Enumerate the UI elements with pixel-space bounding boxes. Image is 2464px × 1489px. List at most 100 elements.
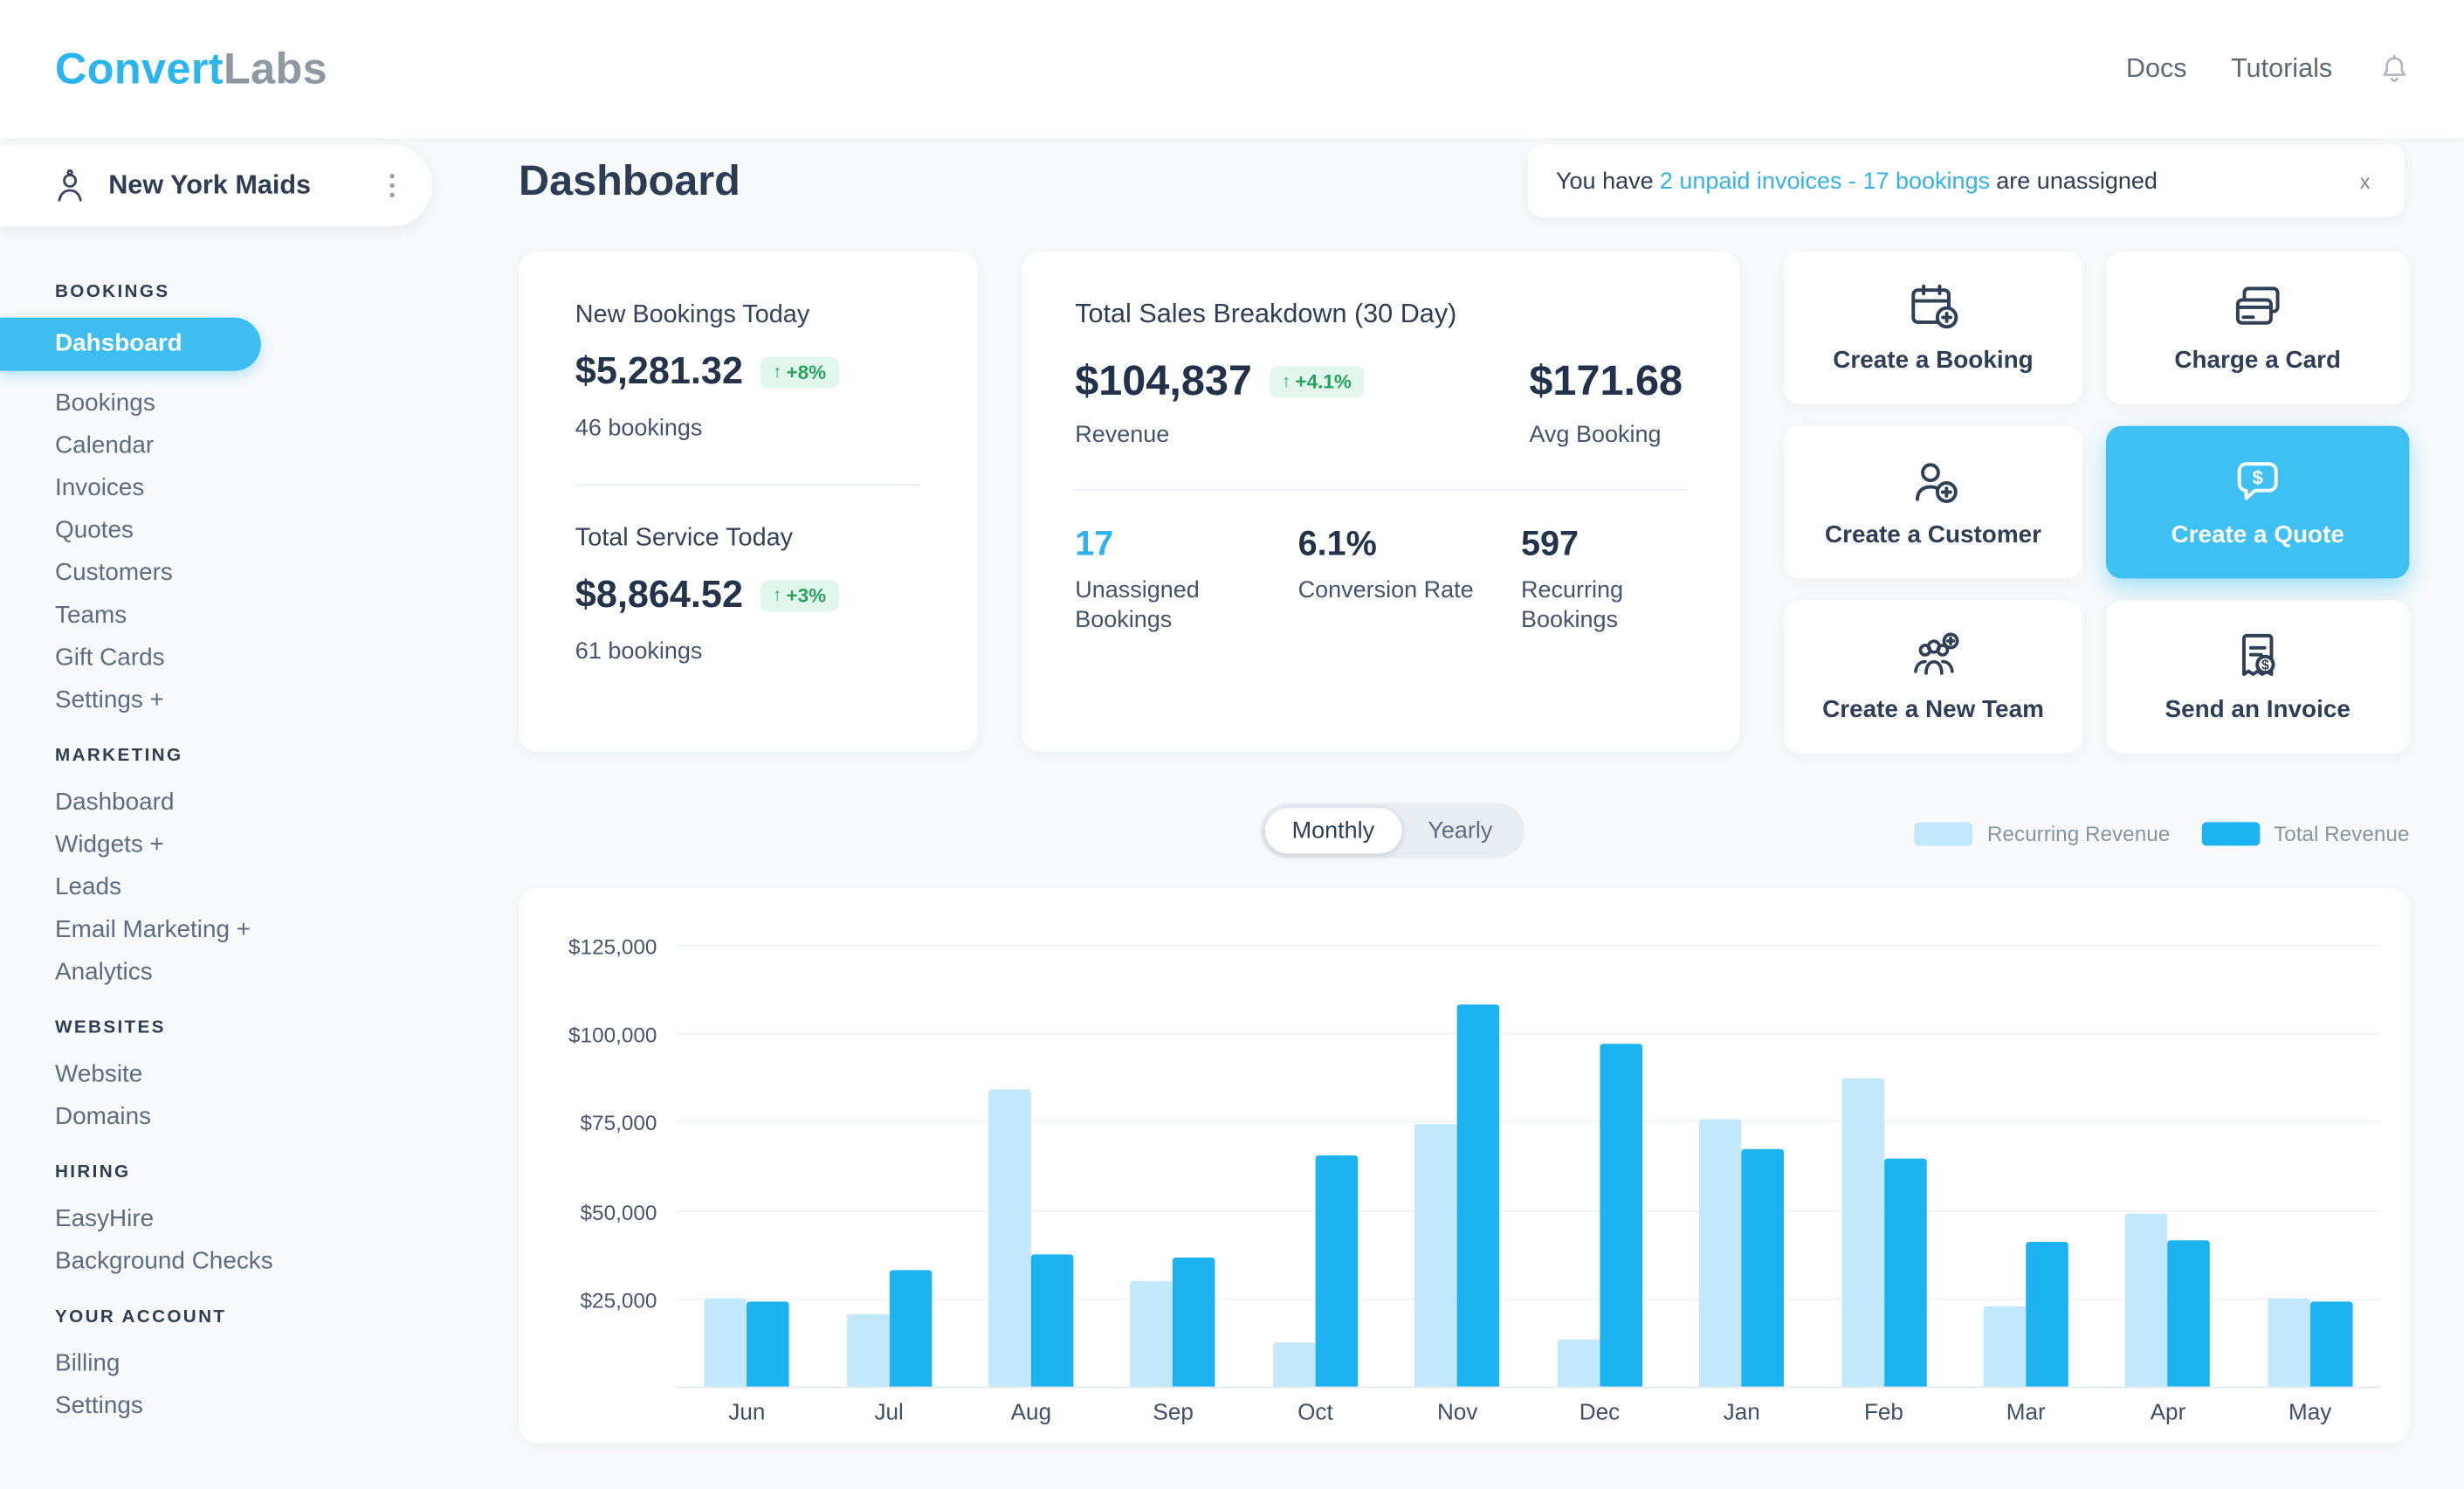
avg-booking-block: $171.68 Avg Booking	[1529, 357, 1686, 448]
stat-unassigned-bookings: 17 Unassigned Bookings	[1075, 523, 1297, 635]
change-value: +4.1%	[1295, 369, 1352, 393]
chart-legend: Recurring Revenue Total Revenue	[1883, 803, 2409, 863]
logo-part-convert: Convert	[55, 44, 224, 93]
avg-booking-value: $171.68	[1529, 356, 1683, 404]
bar-total-revenue-dec	[1599, 1044, 1642, 1387]
account-switcher[interactable]: New York Maids	[0, 144, 432, 227]
bar-total-revenue-mar	[2026, 1242, 2068, 1387]
bar-total-revenue-sep	[1173, 1258, 1216, 1387]
gridline	[676, 1298, 2381, 1300]
sidebar-item-easyhire[interactable]: EasyHire	[55, 1205, 155, 1233]
action-create-a-booking[interactable]: Create a Booking	[1784, 252, 2082, 404]
action-label: Create a Booking	[1833, 347, 2034, 375]
up-arrow-icon: ↑	[773, 586, 782, 605]
sidebar-item-email-marketing[interactable]: Email Marketing +	[55, 916, 251, 943]
x-axis-label-apr: Apr	[2150, 1400, 2186, 1426]
x-axis-label-jul: Jul	[874, 1400, 904, 1426]
banner-text-suffix: are unassigned	[1996, 167, 2158, 195]
bell-icon[interactable]	[2377, 50, 2412, 89]
action-create-a-quote[interactable]: $ Create a Quote	[2106, 425, 2410, 579]
stat-recurring-bookings: 597 Recurring Bookings	[1521, 523, 1686, 635]
sidebar-item-background-checks[interactable]: Background Checks	[55, 1248, 273, 1275]
sidebar-item-settings[interactable]: Settings	[55, 1392, 143, 1420]
bar-group-mar	[1955, 947, 2097, 1387]
bar-group-dec	[1529, 947, 1671, 1387]
tutorials-link[interactable]: Tutorials	[2230, 53, 2333, 84]
sidebar-item-invoices[interactable]: Invoices	[55, 474, 145, 502]
stat-label: Conversion Rate	[1297, 576, 1474, 604]
metric-value: $5,281.32	[575, 350, 744, 393]
divider	[1075, 488, 1687, 491]
sidebar-item-dashboard[interactable]: Dashboard	[55, 789, 175, 817]
gridline	[676, 1210, 2381, 1212]
y-axis-label: $25,000	[580, 1289, 657, 1313]
team-plus-icon	[1904, 629, 1963, 684]
banner-text-prefix: You have	[1556, 167, 1654, 195]
toggle-yearly[interactable]: Yearly	[1401, 808, 1519, 853]
x-axis-label-mar: Mar	[2006, 1400, 2046, 1426]
bar-recurring-revenue-jan	[1699, 1119, 1742, 1387]
avg-booking-label: Avg Booking	[1529, 421, 1662, 448]
bar-group-may	[2239, 947, 2381, 1387]
change-value: +8%	[786, 362, 827, 384]
banner-link[interactable]: 2 unpaid invoices - 17 bookings	[1659, 167, 1991, 195]
up-arrow-icon: ↑	[1282, 371, 1291, 391]
sidebar-item-leads[interactable]: Leads	[55, 873, 122, 901]
sidebar-item-quotes[interactable]: Quotes	[55, 517, 134, 544]
bar-recurring-revenue-dec	[1557, 1339, 1600, 1387]
bar-recurring-revenue-jul	[846, 1313, 890, 1387]
action-create-a-customer[interactable]: Create a Customer	[1784, 425, 2082, 579]
stat-label: Unassigned Bookings	[1075, 576, 1200, 634]
sidebar-item-gift-cards[interactable]: Gift Cards	[55, 645, 165, 672]
sidebar-item-settings[interactable]: Settings +	[55, 686, 164, 714]
bar-total-revenue-may	[2309, 1301, 2353, 1387]
action-label: Charge a Card	[2174, 347, 2342, 375]
y-axis-label: $75,000	[580, 1111, 657, 1135]
x-axis-label-oct: Oct	[1297, 1400, 1333, 1426]
y-axis-label: $100,000	[568, 1023, 657, 1047]
sidebar-item-website[interactable]: Website	[55, 1061, 143, 1088]
sidebar-section-bookings: BOOKINGS Dahsboard Bookings Calendar Invoice…	[0, 283, 437, 721]
x-axis-label-jan: Jan	[1723, 1400, 1760, 1426]
sidebar-item-customers[interactable]: Customers	[55, 559, 173, 587]
action-label: Create a Customer	[1824, 521, 2042, 549]
action-create-a-new-team[interactable]: Create a New Team	[1784, 600, 2082, 754]
quick-actions-grid: Create a Booking Charge a Card Create a Cu…	[1784, 252, 2410, 754]
logo[interactable]: ConvertLabs	[55, 44, 327, 94]
x-axis-label-jun: Jun	[728, 1400, 766, 1426]
legend-label: Recurring Revenue	[1986, 821, 2171, 845]
sidebar-section-hiring: HIRING EasyHire Background Checks	[0, 1163, 437, 1283]
metric-value: $8,864.52	[575, 574, 744, 617]
kebab-menu-icon[interactable]	[382, 166, 401, 205]
bar-recurring-revenue-sep	[1131, 1281, 1173, 1387]
bar-recurring-revenue-oct	[1272, 1342, 1316, 1387]
sidebar-item-billing[interactable]: Billing	[55, 1350, 120, 1377]
bar-recurring-revenue-nov	[1414, 1124, 1458, 1387]
bar-group-jan	[1670, 947, 1813, 1387]
sidebar-section-marketing: MARKETING Dashboard Widgets + Leads Email Ma…	[0, 747, 437, 994]
action-send-an-invoice[interactable]: $ Send an Invoice	[2106, 600, 2410, 754]
action-charge-a-card[interactable]: Charge a Card	[2106, 252, 2410, 404]
sidebar-section-title: HIRING	[55, 1163, 131, 1182]
docs-link[interactable]: Docs	[2125, 53, 2187, 84]
sidebar-item-teams[interactable]: Teams	[55, 602, 127, 629]
sidebar-item-domains[interactable]: Domains	[55, 1103, 152, 1131]
bar-recurring-revenue-aug	[988, 1089, 1031, 1387]
x-axis-label-may: May	[2288, 1400, 2332, 1426]
logo-part-labs: Labs	[223, 44, 328, 93]
sidebar-item-widgets[interactable]: Widgets +	[55, 831, 164, 858]
x-axis-line	[676, 1386, 2381, 1389]
sidebar-item-calendar[interactable]: Calendar	[55, 432, 155, 459]
bar-group-sep	[1102, 947, 1244, 1387]
toggle-monthly[interactable]: Monthly	[1265, 808, 1401, 854]
legend-swatch	[1915, 821, 1973, 845]
sidebar-item-dahsboard[interactable]: Dahsboard	[0, 317, 261, 371]
sidebar-item-analytics[interactable]: Analytics	[55, 959, 153, 986]
top-header: ConvertLabs Docs Tutorials	[0, 0, 2464, 139]
sidebar-section-title: YOUR ACCOUNT	[55, 1307, 227, 1327]
gridline	[676, 944, 2381, 947]
bar-recurring-revenue-jun	[704, 1298, 747, 1387]
bar-total-revenue-jul	[889, 1270, 932, 1387]
banner-close-button[interactable]: x	[2359, 169, 2371, 193]
sidebar-item-bookings[interactable]: Bookings	[55, 389, 155, 417]
